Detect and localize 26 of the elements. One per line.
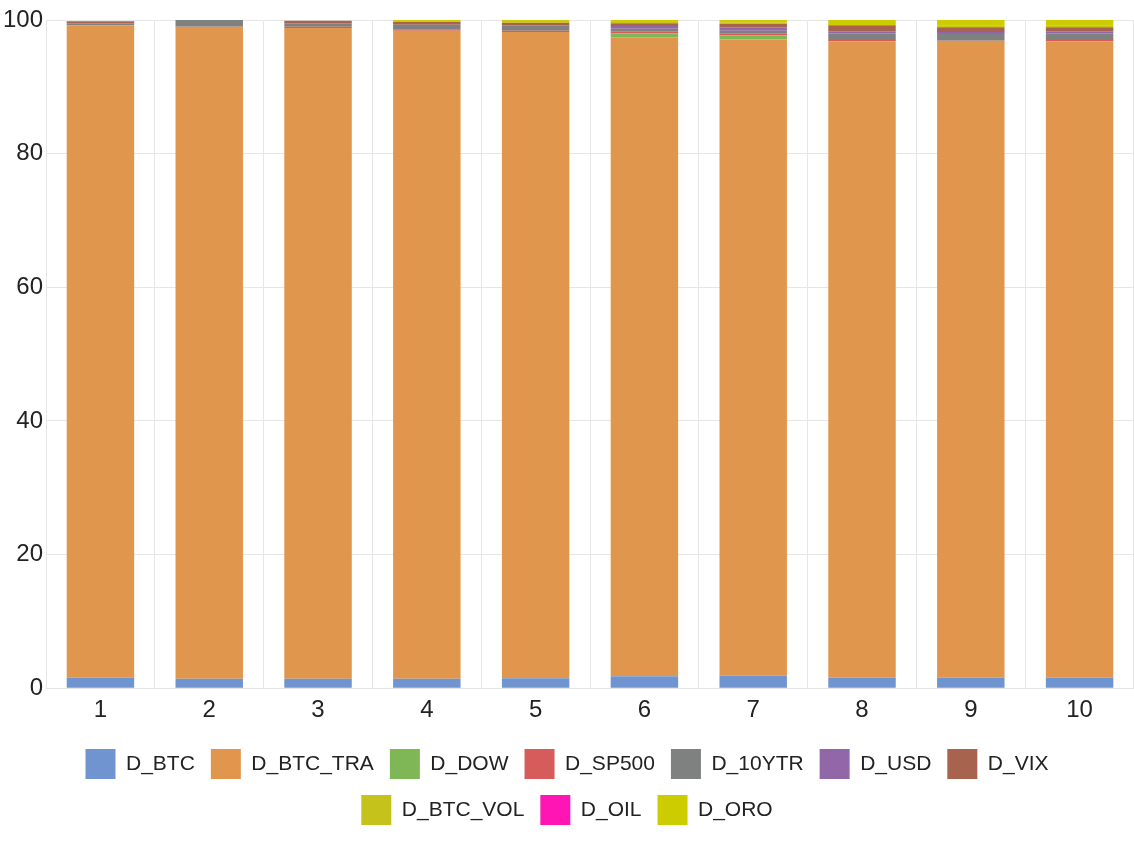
x-tick-label: 5 [528,695,543,723]
x-tick-label: 6 [637,695,652,723]
y-tick-label: 60 [16,271,44,299]
x-tick-label: 2 [202,695,216,723]
x-tick-label: 8 [855,695,869,723]
x-tick-label: 1 [93,695,108,723]
y-tick-label: 80 [16,138,44,166]
legend-label: D_BTC_TRA [251,750,374,775]
y-tick-label: 100 [3,4,44,32]
y-tick-label: 20 [16,539,44,567]
x-tick-label: 7 [746,695,760,723]
y-tick-label: 0 [29,672,44,700]
x-tick-label: 3 [311,695,325,723]
legend-label: D_10YTR [711,750,804,775]
legend-label: D_SP500 [565,750,655,775]
x-tick-label: 4 [420,695,434,723]
legend-label: D_BTC [126,750,195,775]
legend-label: D_BTC_VOL [401,796,525,821]
legend-label: D_DOW [430,750,509,775]
legend-label: D_OIL [580,796,642,821]
x-tick-label: 10 [1066,695,1093,723]
legend-label: D_USD [860,750,932,775]
legend-label: D_VIX [987,750,1049,775]
legend-label: D_ORO [698,796,773,821]
x-tick-label: 9 [964,695,978,723]
y-tick-label: 40 [16,405,44,433]
